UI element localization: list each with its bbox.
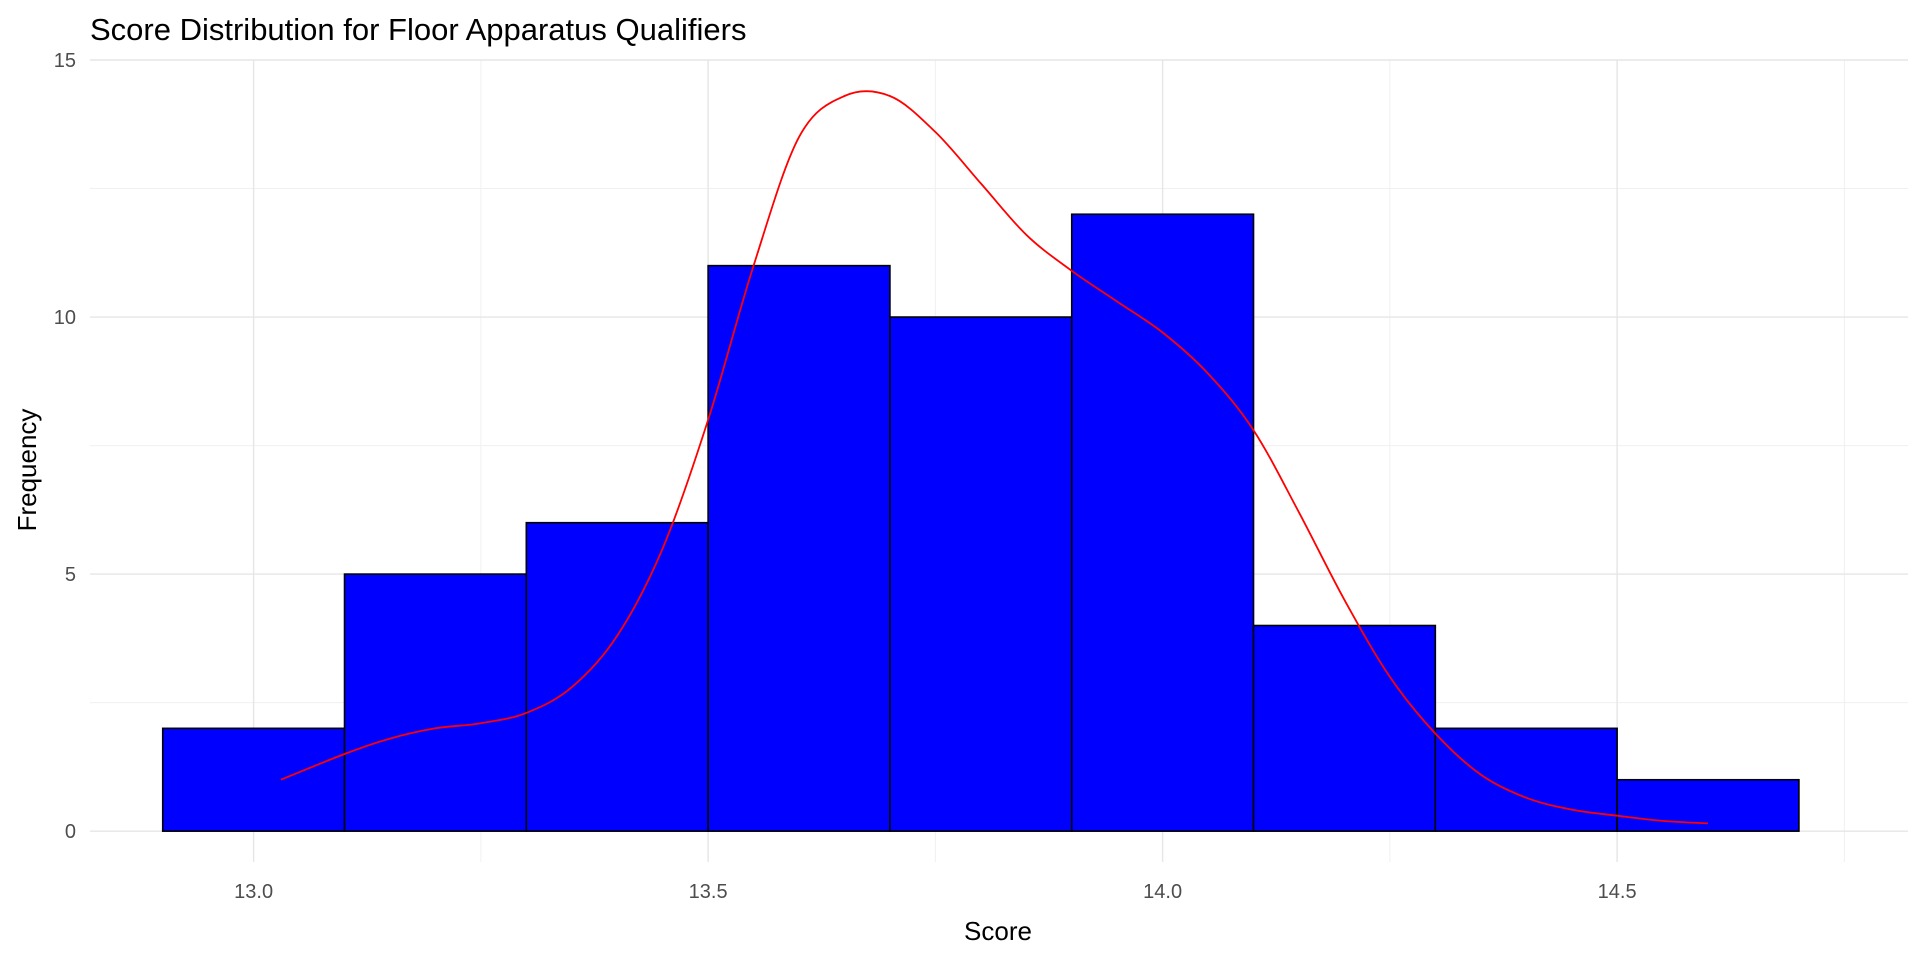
y-tick-label: 0 [65,821,76,843]
histogram-bar [161,727,346,832]
density-curve [280,90,1709,825]
histogram-bar [1434,727,1618,832]
chart-title: Score Distribution for Floor Apparatus Q… [90,12,746,47]
histogram-bar [889,316,1073,832]
y-tick-label: 15 [54,50,76,72]
x-tick-label: 14.5 [1598,881,1637,903]
histogram-bar [1252,624,1437,832]
x-tick-label: 13.0 [234,881,273,903]
tick-labels: 13.0 13.5 14.0 14.5 0 5 10 15 [54,50,1637,903]
histogram-bar [343,573,528,832]
y-tick-label: 10 [54,307,76,329]
histogram-bar [1070,213,1255,832]
x-axis-title: Score [964,916,1032,946]
y-tick-label: 5 [65,564,76,586]
histogram-bar [707,264,891,832]
y-axis-title: Frequency [12,409,42,532]
x-tick-label: 14.0 [1143,881,1182,903]
histogram-bars [161,213,1800,832]
histogram-bar [525,521,709,832]
x-tick-label: 13.5 [689,881,728,903]
histogram-bar [1616,778,1800,832]
